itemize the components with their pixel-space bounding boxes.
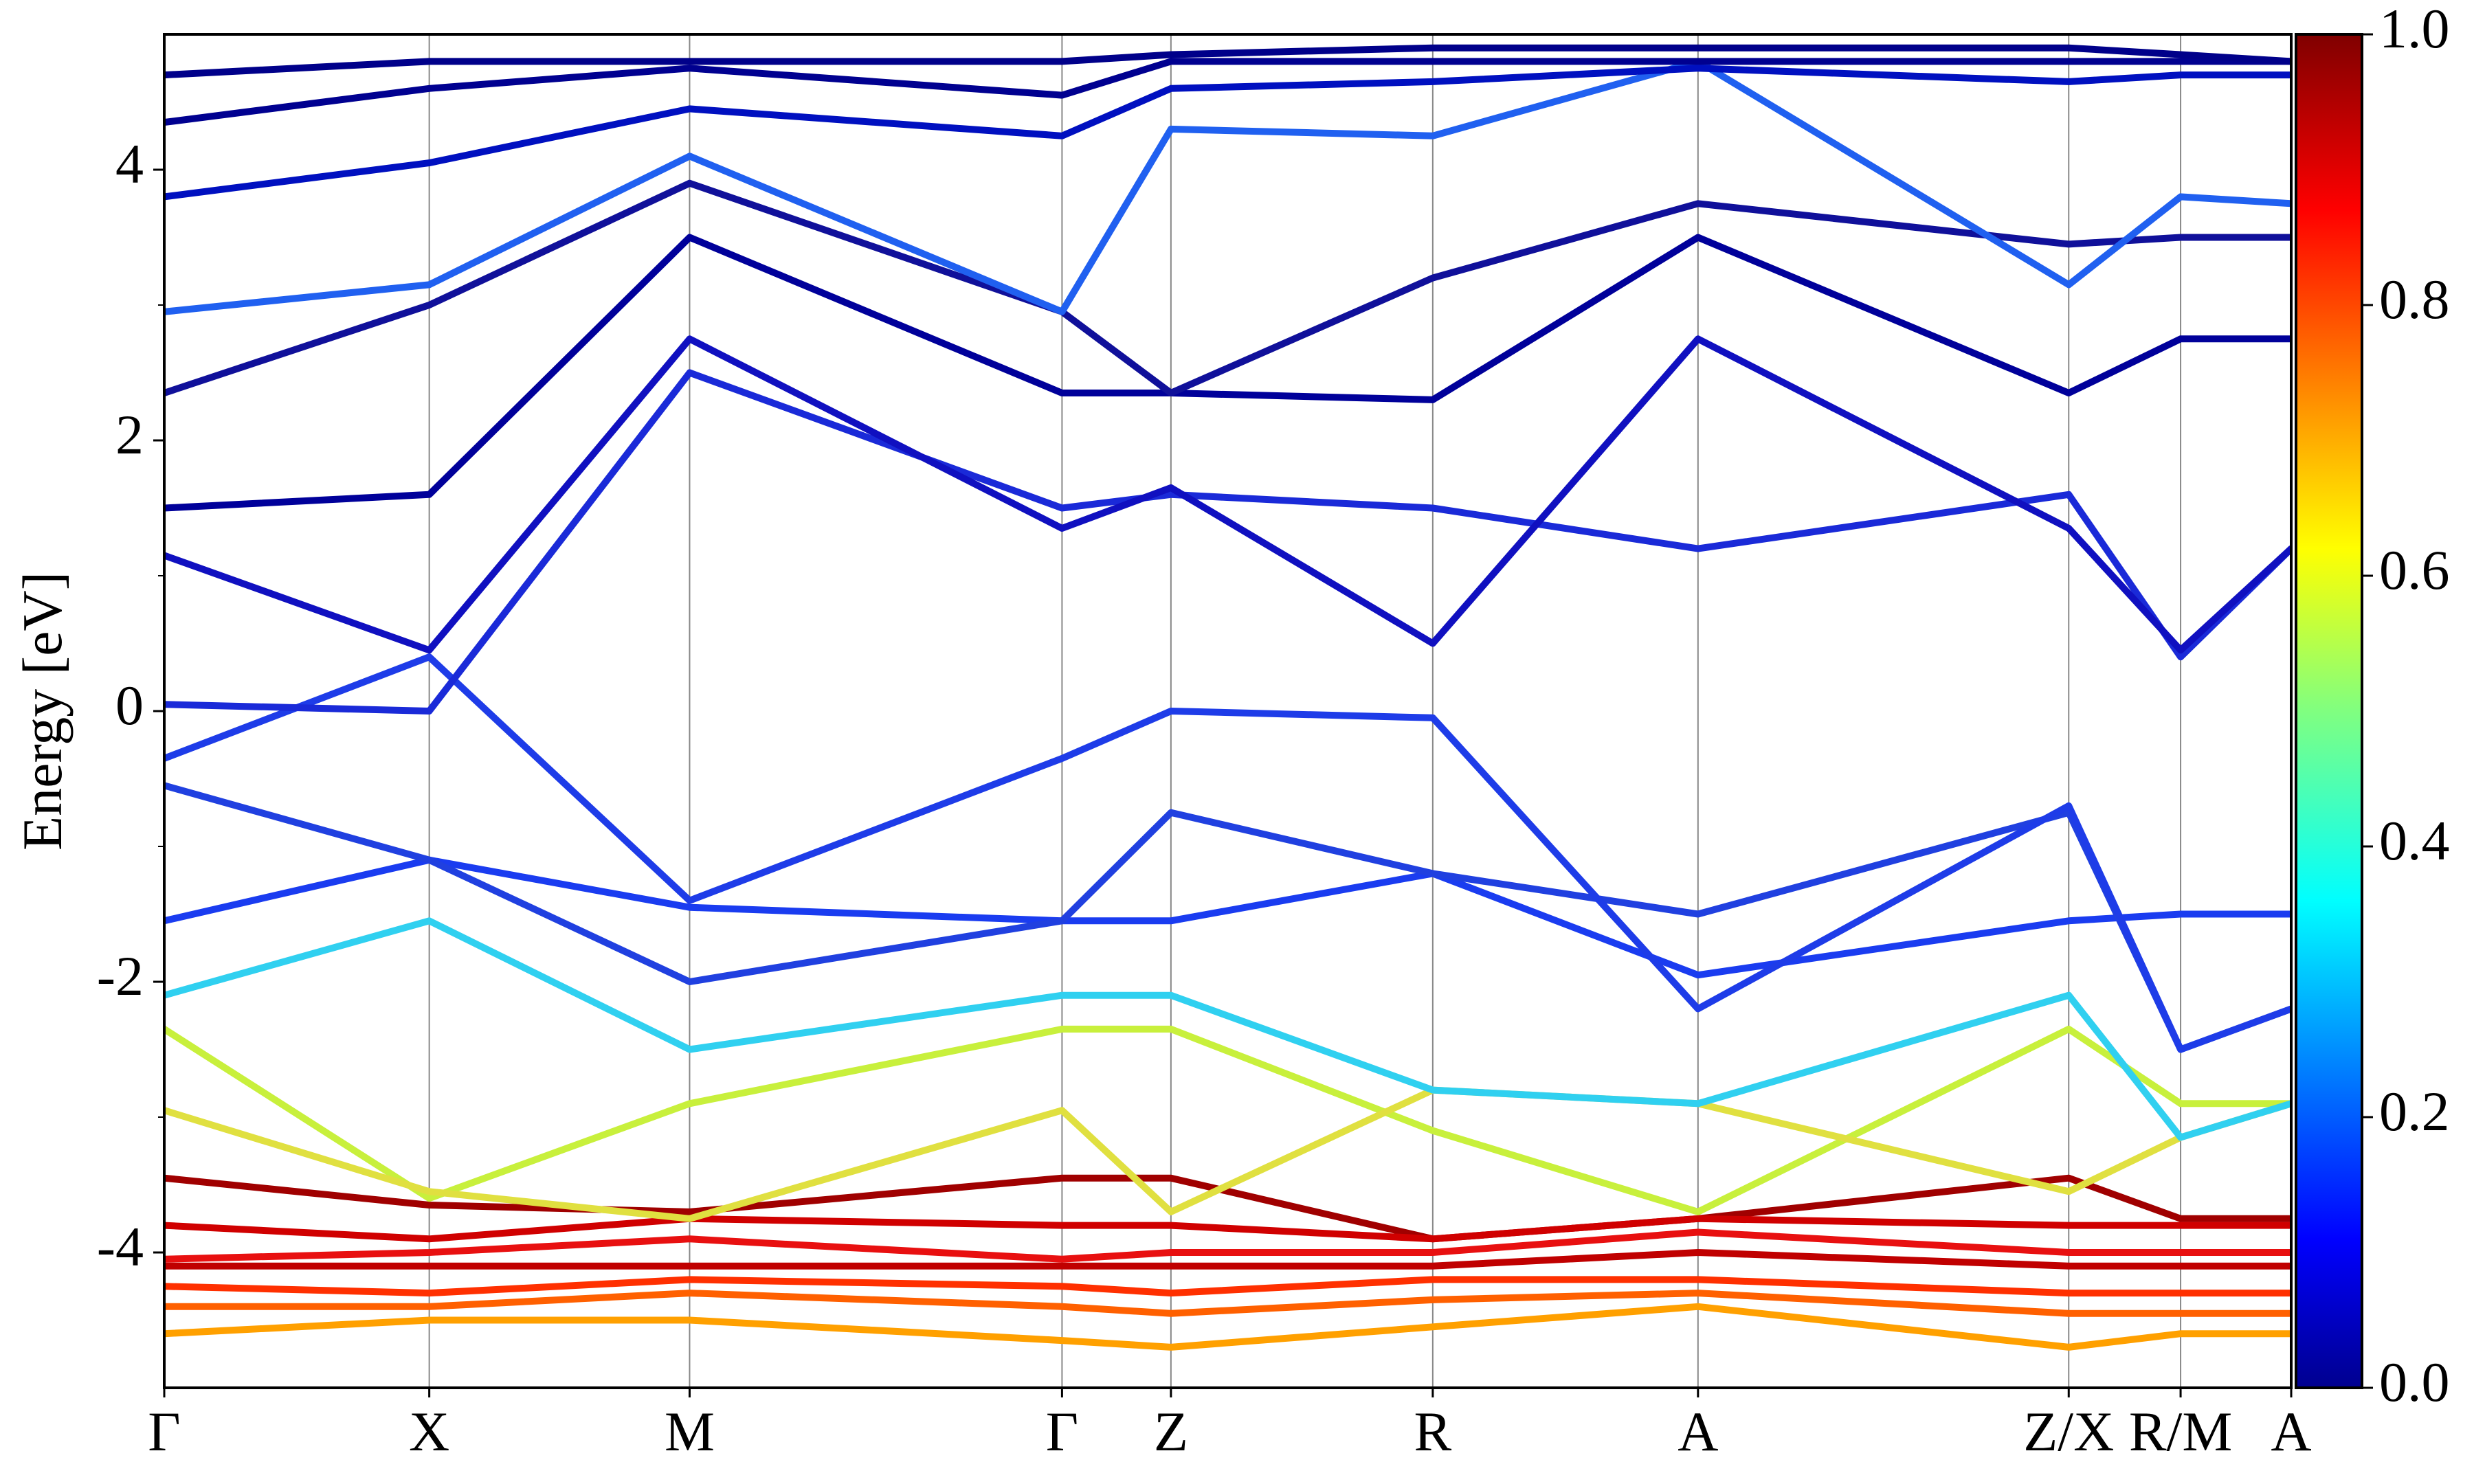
band-line bbox=[164, 782, 2291, 1053]
band-line bbox=[164, 58, 2291, 126]
band-line bbox=[164, 1249, 2291, 1270]
colorbar-tick-label: 0.6 bbox=[2379, 539, 2450, 601]
y-tick-label: -4 bbox=[97, 1215, 144, 1278]
colorbar-tick-label: 0.4 bbox=[2379, 809, 2450, 872]
colorbar-tick-label: 0.0 bbox=[2379, 1351, 2450, 1413]
x-tick-label: A bbox=[1678, 1400, 1718, 1463]
band-line bbox=[164, 1276, 2291, 1297]
y-tick-label: 4 bbox=[115, 133, 144, 195]
x-tick-label: M bbox=[665, 1400, 715, 1463]
band-line bbox=[164, 179, 2291, 396]
y-tick-label: -2 bbox=[97, 945, 144, 1007]
y-axis-label: Energy [eV] bbox=[11, 572, 74, 851]
colorbar-tick-label: 1.0 bbox=[2379, 0, 2450, 60]
y-tick-label: 2 bbox=[115, 403, 144, 466]
band-line bbox=[164, 369, 2291, 715]
band-line bbox=[164, 65, 2291, 201]
x-tick-label: Z bbox=[1154, 1400, 1188, 1463]
band-line bbox=[164, 44, 2291, 79]
x-tick-label: R bbox=[1414, 1400, 1452, 1463]
band-line bbox=[164, 1215, 2291, 1243]
x-tick-label: Γ bbox=[1046, 1400, 1078, 1463]
x-tick-label: X bbox=[409, 1400, 449, 1463]
colorbar-tick-label: 0.8 bbox=[2379, 268, 2450, 330]
x-tick-label: A bbox=[2271, 1400, 2311, 1463]
band-line bbox=[164, 58, 2291, 315]
band-line bbox=[164, 1290, 2291, 1317]
band-line bbox=[164, 856, 2291, 979]
band-line bbox=[164, 335, 2291, 654]
band-line bbox=[164, 1086, 2291, 1222]
x-tick-label: Γ bbox=[148, 1400, 180, 1463]
band-line bbox=[164, 234, 2291, 512]
band-line bbox=[164, 917, 2291, 1141]
x-tick-label: Z/X bbox=[2023, 1400, 2114, 1463]
band-line bbox=[164, 653, 2291, 1053]
colorbar-tick-label: 0.2 bbox=[2379, 1080, 2450, 1143]
bands bbox=[164, 44, 2291, 1351]
y-tick-label: 0 bbox=[115, 674, 144, 737]
band-line bbox=[164, 1228, 2291, 1263]
colorbar bbox=[2295, 33, 2363, 1389]
band-line bbox=[164, 1303, 2291, 1351]
x-tick-label: R/M bbox=[2129, 1400, 2232, 1463]
